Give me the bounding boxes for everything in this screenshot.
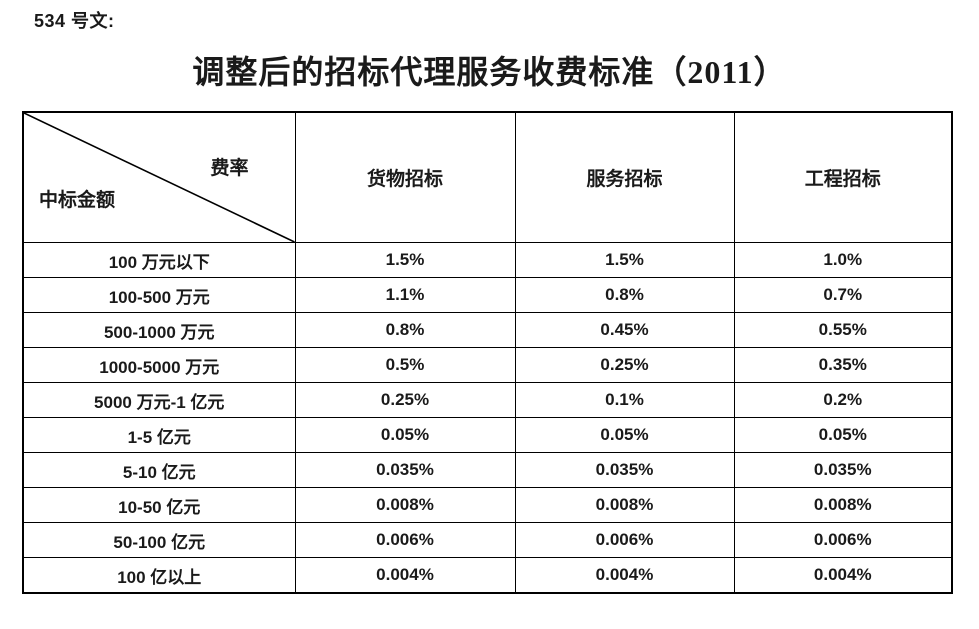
rate-cell: 0.2%	[733, 382, 953, 418]
rate-cell: 0.05%	[733, 417, 953, 453]
rate-cell: 0.5%	[294, 347, 516, 383]
rate-cell: 0.8%	[294, 312, 516, 348]
corner-label-amount: 中标金额	[39, 190, 116, 211]
rate-cell: 0.006%	[294, 522, 516, 558]
row-label: 1000-5000 万元	[22, 347, 296, 383]
table-row: 10-50 亿元 0.008% 0.008% 0.008%	[22, 487, 953, 523]
row-label: 100 万元以下	[22, 242, 296, 278]
rate-cell: 0.008%	[294, 487, 516, 523]
rate-cell: 0.035%	[733, 452, 953, 488]
row-label: 5000 万元-1 亿元	[22, 382, 296, 418]
corner-cell: 费率 中标金额	[22, 111, 296, 243]
rate-cell: 0.006%	[733, 522, 953, 558]
rate-cell: 0.008%	[514, 487, 735, 523]
page-title: 调整后的招标代理服务收费标准（2011）	[192, 54, 787, 90]
rate-cell: 0.05%	[294, 417, 516, 453]
rate-cell: 0.004%	[514, 557, 735, 594]
fee-table: 费率 中标金额 货物招标 服务招标 工程招标 100 万元以下 1.5% 1.5…	[22, 111, 953, 594]
table-row: 5000 万元-1 亿元 0.25% 0.1% 0.2%	[22, 382, 953, 418]
row-label: 50-100 亿元	[22, 522, 296, 558]
rate-cell: 0.25%	[294, 382, 516, 418]
table-row: 100 万元以下 1.5% 1.5% 1.0%	[22, 242, 953, 278]
rate-cell: 0.7%	[733, 277, 953, 313]
rate-cell: 0.004%	[733, 557, 953, 594]
rate-cell: 1.5%	[514, 242, 735, 278]
corner-label-rate: 费率	[210, 158, 249, 179]
rate-cell: 0.05%	[514, 417, 735, 453]
rate-cell: 0.25%	[514, 347, 735, 383]
diagonal-divider-line	[24, 113, 295, 242]
table-row: 5-10 亿元 0.035% 0.035% 0.035%	[22, 452, 953, 488]
rate-cell: 0.55%	[733, 312, 953, 348]
rate-cell: 0.1%	[514, 382, 735, 418]
rate-cell: 0.035%	[294, 452, 516, 488]
col-header-engineering-bidding: 工程招标	[733, 111, 953, 243]
row-label: 500-1000 万元	[22, 312, 296, 348]
row-label: 5-10 亿元	[22, 452, 296, 488]
row-label: 10-50 亿元	[22, 487, 296, 523]
table-row: 500-1000 万元 0.8% 0.45% 0.55%	[22, 312, 953, 348]
row-label: 1-5 亿元	[22, 417, 296, 453]
rate-cell: 0.35%	[733, 347, 953, 383]
doc-number-label: 534 号文:	[34, 11, 115, 31]
rate-cell: 0.45%	[514, 312, 735, 348]
rate-cell: 0.008%	[733, 487, 953, 523]
rate-cell: 0.035%	[514, 452, 735, 488]
table-row: 1000-5000 万元 0.5% 0.25% 0.35%	[22, 347, 953, 383]
table-row: 1-5 亿元 0.05% 0.05% 0.05%	[22, 417, 953, 453]
row-label: 100-500 万元	[22, 277, 296, 313]
rate-cell: 1.1%	[294, 277, 516, 313]
rate-cell: 0.004%	[294, 557, 516, 594]
table-row: 50-100 亿元 0.006% 0.006% 0.006%	[22, 522, 953, 558]
header-row: 费率 中标金额 货物招标 服务招标 工程招标	[22, 111, 953, 243]
row-label: 100 亿以上	[22, 557, 296, 594]
col-header-service-bidding: 服务招标	[514, 111, 735, 243]
rate-cell: 0.006%	[514, 522, 735, 558]
table-row: 100-500 万元 1.1% 0.8% 0.7%	[22, 277, 953, 313]
rate-cell: 1.5%	[294, 242, 516, 278]
col-header-goods-bidding: 货物招标	[294, 111, 516, 243]
rate-cell: 1.0%	[733, 242, 953, 278]
rate-cell: 0.8%	[514, 277, 735, 313]
table-row: 100 亿以上 0.004% 0.004% 0.004%	[22, 557, 953, 594]
